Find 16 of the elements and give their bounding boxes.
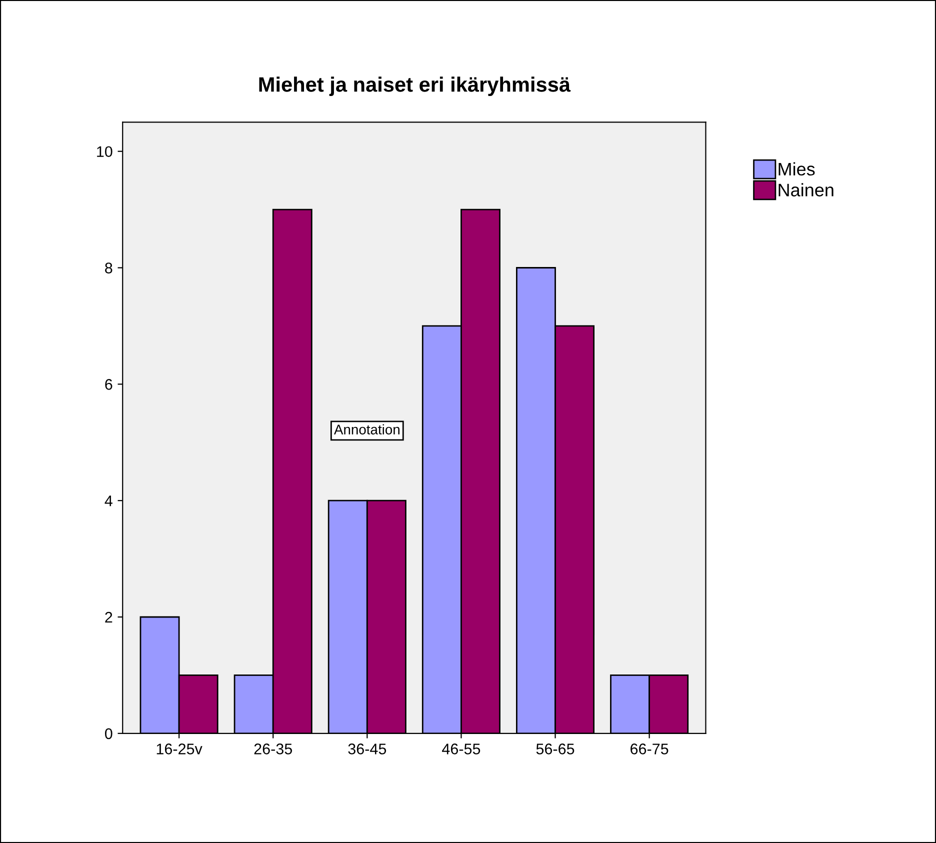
x-tick-label: 66-75 [630, 744, 668, 754]
y-tick-label: 2 [105, 612, 112, 623]
y-tick-label: 0 [104, 728, 112, 740]
chart-title: Miehet ja naiset eri ikäryhmissä [259, 76, 571, 96]
y-tick-label: 4 [104, 496, 112, 506]
y-tick-label: 6 [105, 379, 112, 390]
x-tick-label: 26-35 [254, 744, 292, 754]
legend-label: Nainen [778, 183, 834, 196]
annotation: Annotation [334, 424, 400, 434]
x-tick-label: 56-65 [536, 744, 574, 754]
legend-label: Mies [778, 162, 815, 176]
x-tick-label: 16-25v [156, 744, 202, 754]
y-tick-label: 10 [97, 146, 112, 158]
x-tick-label: 36-45 [348, 744, 386, 754]
y-tick-label: 8 [105, 262, 112, 274]
x-tick-label: 46-55 [442, 744, 480, 754]
